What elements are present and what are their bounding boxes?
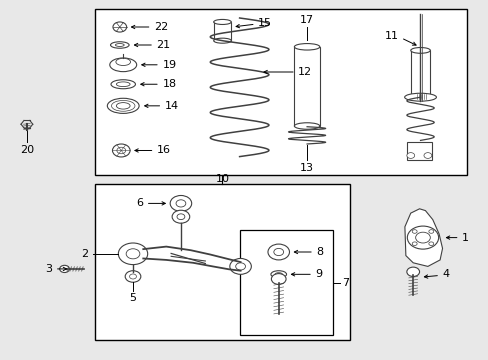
Circle shape <box>415 232 429 243</box>
Circle shape <box>172 210 189 223</box>
Text: 10: 10 <box>215 174 229 184</box>
Text: 8: 8 <box>316 247 323 257</box>
Circle shape <box>411 242 416 246</box>
Ellipse shape <box>404 93 435 101</box>
Ellipse shape <box>410 48 429 53</box>
Text: 20: 20 <box>20 145 34 155</box>
Circle shape <box>112 144 130 157</box>
Circle shape <box>406 267 419 276</box>
Text: 4: 4 <box>442 269 449 279</box>
Text: 3: 3 <box>45 264 52 274</box>
Circle shape <box>428 230 433 233</box>
Ellipse shape <box>294 44 319 50</box>
Text: 15: 15 <box>258 18 272 28</box>
Circle shape <box>113 22 126 32</box>
Circle shape <box>177 214 184 220</box>
Circle shape <box>126 249 140 259</box>
Text: 1: 1 <box>461 233 468 243</box>
Text: 7: 7 <box>342 278 349 288</box>
Circle shape <box>117 147 125 154</box>
Circle shape <box>60 265 69 273</box>
Text: 5: 5 <box>129 293 136 303</box>
Circle shape <box>125 271 141 282</box>
Circle shape <box>428 242 433 246</box>
Text: 21: 21 <box>156 40 170 50</box>
Circle shape <box>170 195 191 211</box>
Circle shape <box>229 258 251 274</box>
Bar <box>213 22 231 41</box>
Bar <box>95 184 349 340</box>
Text: 18: 18 <box>162 79 176 89</box>
Text: 19: 19 <box>162 60 176 70</box>
Text: 12: 12 <box>298 67 312 77</box>
Ellipse shape <box>294 123 319 129</box>
Circle shape <box>176 200 185 207</box>
Bar <box>406 142 431 160</box>
Ellipse shape <box>410 94 429 100</box>
Ellipse shape <box>109 58 136 72</box>
Circle shape <box>423 153 431 158</box>
Bar <box>410 50 429 97</box>
Text: 17: 17 <box>300 15 313 25</box>
Ellipse shape <box>274 273 282 276</box>
Circle shape <box>235 263 245 270</box>
Bar <box>239 230 332 335</box>
Ellipse shape <box>115 44 124 46</box>
Text: 6: 6 <box>136 198 143 208</box>
Circle shape <box>411 230 416 233</box>
Circle shape <box>267 244 289 260</box>
Ellipse shape <box>213 38 231 43</box>
Bar <box>95 9 466 175</box>
Circle shape <box>407 226 438 249</box>
Polygon shape <box>404 209 442 266</box>
Ellipse shape <box>111 100 135 111</box>
Ellipse shape <box>111 80 135 89</box>
Circle shape <box>273 248 283 256</box>
Text: 9: 9 <box>315 269 322 279</box>
Text: 13: 13 <box>300 163 313 173</box>
Text: 14: 14 <box>164 101 179 111</box>
Ellipse shape <box>110 42 129 48</box>
Ellipse shape <box>116 58 130 66</box>
Circle shape <box>129 274 136 279</box>
Ellipse shape <box>270 271 286 278</box>
Ellipse shape <box>213 19 231 24</box>
Ellipse shape <box>107 98 139 113</box>
Circle shape <box>118 243 147 265</box>
Circle shape <box>406 153 414 158</box>
Text: 11: 11 <box>384 31 398 41</box>
Bar <box>294 47 319 126</box>
Text: 22: 22 <box>154 22 168 32</box>
Text: 16: 16 <box>157 145 171 156</box>
Ellipse shape <box>116 82 130 86</box>
Text: 2: 2 <box>81 249 88 259</box>
Ellipse shape <box>116 103 130 109</box>
Circle shape <box>271 274 285 284</box>
